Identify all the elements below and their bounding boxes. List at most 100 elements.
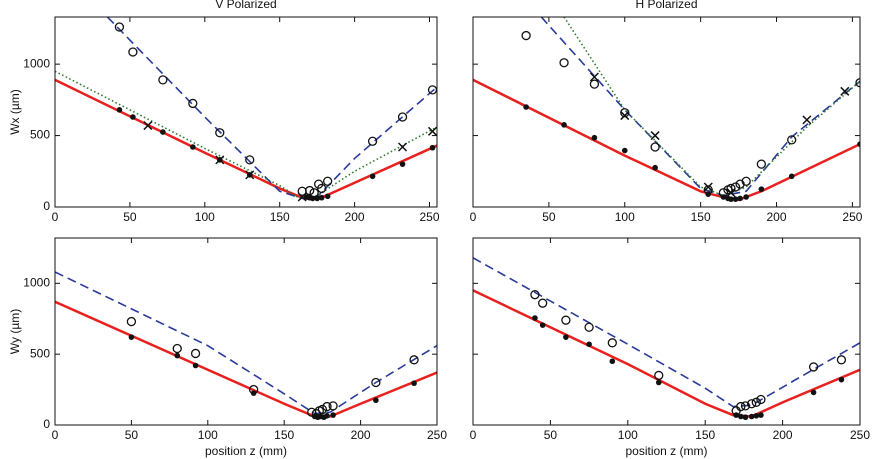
data-point [838,376,845,383]
data-point [248,384,259,395]
panel: position z (mm) Wy (µm) 0 50 100 150 200 250 0 50… [8,237,447,458]
plot-frame [54,237,438,426]
plot-frame [54,16,438,208]
y-tick-label: 0 [43,199,50,213]
data-point [297,192,307,202]
data-point [322,401,332,412]
data-point [751,397,761,407]
x-tick-label: 250 [842,210,862,224]
data-point [116,107,123,113]
x-tick-label: 50 [125,428,139,442]
data-point [718,188,729,198]
data-point [620,108,630,118]
data-point [650,142,660,152]
panel: position z (mm) 0 50 100 150 200 250 [470,237,870,458]
fit-line [55,271,437,415]
x-tick-label: 150 [691,210,711,224]
data-point [215,155,225,165]
data-point [192,362,199,369]
y-axis-label: Wy (µm) [8,309,22,354]
x-tick-label: 200 [773,428,793,442]
data-point [318,194,325,201]
data-point [309,188,319,198]
data-point [317,183,327,194]
data-point [703,182,713,192]
data-point [538,298,548,308]
data-point [126,316,137,327]
fit-line [473,78,860,202]
x-tick-label: 50 [123,210,137,224]
data-point [735,179,745,189]
data-point [411,380,417,387]
fit-line [106,17,437,200]
data-point [655,379,662,386]
data-point [530,290,540,300]
x-tick-label: 100 [615,210,635,224]
fit-line [540,17,860,197]
data-point [738,413,744,420]
data-point [787,135,797,145]
data-point [324,193,331,200]
data-point [317,404,328,415]
data-point [322,176,333,186]
data-point [427,126,437,136]
x-tick-label: 200 [345,210,365,224]
data-point [158,75,168,85]
x-tick-label: 250 [419,210,439,224]
fit-line [473,289,860,418]
data-point [188,98,198,109]
data-point [808,362,819,372]
plot-frame [472,16,861,208]
panel: H Polarized 0 50 100 150 200 250 [470,0,863,224]
data-point [748,413,755,420]
x-tick-label: 0 [52,428,59,442]
data-point [311,409,321,419]
data-point [160,129,166,135]
data-point [737,195,743,202]
data-point [215,128,225,138]
fit-line [55,300,437,418]
data-point [732,196,739,202]
data-point [746,399,757,409]
data-point [589,79,600,89]
data-point [726,188,736,198]
data-point [591,134,598,141]
fit-line [55,78,437,201]
panel-title: H Polarized [635,0,697,11]
panel-title: V Polarized [215,0,276,11]
data-point [130,114,136,120]
data-point [840,86,850,96]
fit-line [473,257,860,408]
data-point [584,322,594,332]
x-tick-label: 200 [351,428,371,442]
x-tick-label: 150 [270,210,290,224]
data-point [620,111,630,121]
x-tick-label: 100 [198,428,218,442]
data-point [532,315,538,321]
data-point [398,142,408,152]
y-tick-label: 500 [30,128,50,142]
x-tick-label: 150 [695,428,715,442]
data-point [728,196,734,202]
data-point [367,136,378,146]
data-point [810,389,817,396]
x-tick-label: 0 [470,210,477,224]
x-tick-label: 50 [544,428,558,442]
data-point [305,185,315,196]
x-tick-label: 0 [470,428,477,442]
data-point [753,412,760,419]
data-point [730,182,741,192]
data-point [742,414,749,421]
data-point [521,30,531,41]
data-point [652,164,658,171]
data-point [836,355,847,365]
data-point [369,173,376,180]
plot-area [473,17,860,202]
x-tick-label: 0 [52,210,59,224]
data-point [740,401,751,411]
fit-line [563,17,860,197]
fit-line [55,70,437,201]
data-point [756,159,767,169]
y-tick-label: 500 [30,346,50,360]
